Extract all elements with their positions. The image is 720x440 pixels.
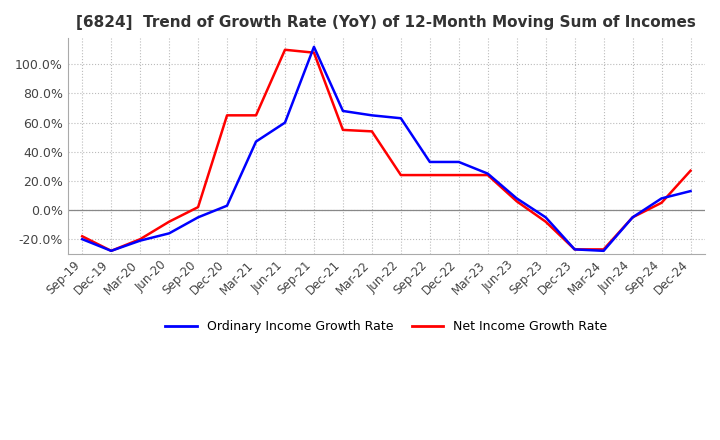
Net Income Growth Rate [426, 172, 434, 178]
Net Income Growth Rate [194, 205, 202, 210]
Net Income Growth Rate [78, 234, 86, 239]
Legend: Ordinary Income Growth Rate, Net Income Growth Rate: Ordinary Income Growth Rate, Net Income … [161, 315, 612, 338]
Ordinary Income Growth Rate [136, 238, 145, 243]
Net Income Growth Rate [338, 127, 347, 132]
Net Income Growth Rate [686, 168, 695, 173]
Ordinary Income Growth Rate [686, 188, 695, 194]
Net Income Growth Rate [252, 113, 261, 118]
Ordinary Income Growth Rate [165, 231, 174, 236]
Line: Ordinary Income Growth Rate: Ordinary Income Growth Rate [82, 47, 690, 251]
Ordinary Income Growth Rate [599, 248, 608, 253]
Net Income Growth Rate [541, 219, 550, 224]
Ordinary Income Growth Rate [541, 215, 550, 220]
Ordinary Income Growth Rate [368, 113, 377, 118]
Net Income Growth Rate [454, 172, 463, 178]
Ordinary Income Growth Rate [338, 108, 347, 114]
Ordinary Income Growth Rate [483, 171, 492, 176]
Ordinary Income Growth Rate [657, 196, 666, 201]
Net Income Growth Rate [281, 47, 289, 52]
Ordinary Income Growth Rate [310, 44, 318, 49]
Ordinary Income Growth Rate [281, 120, 289, 125]
Net Income Growth Rate [136, 237, 145, 242]
Net Income Growth Rate [629, 215, 637, 220]
Ordinary Income Growth Rate [454, 159, 463, 165]
Ordinary Income Growth Rate [194, 215, 202, 220]
Net Income Growth Rate [657, 200, 666, 205]
Line: Net Income Growth Rate: Net Income Growth Rate [82, 50, 690, 251]
Ordinary Income Growth Rate [513, 196, 521, 201]
Net Income Growth Rate [483, 172, 492, 178]
Net Income Growth Rate [513, 199, 521, 204]
Net Income Growth Rate [599, 247, 608, 252]
Net Income Growth Rate [397, 172, 405, 178]
Net Income Growth Rate [310, 50, 318, 55]
Ordinary Income Growth Rate [78, 237, 86, 242]
Net Income Growth Rate [222, 113, 231, 118]
Net Income Growth Rate [570, 247, 579, 252]
Title: [6824]  Trend of Growth Rate (YoY) of 12-Month Moving Sum of Incomes: [6824] Trend of Growth Rate (YoY) of 12-… [76, 15, 696, 30]
Ordinary Income Growth Rate [426, 159, 434, 165]
Ordinary Income Growth Rate [629, 215, 637, 220]
Ordinary Income Growth Rate [252, 139, 261, 144]
Net Income Growth Rate [165, 219, 174, 224]
Ordinary Income Growth Rate [570, 247, 579, 252]
Ordinary Income Growth Rate [397, 116, 405, 121]
Ordinary Income Growth Rate [222, 203, 231, 208]
Ordinary Income Growth Rate [107, 248, 115, 253]
Net Income Growth Rate [107, 248, 115, 253]
Net Income Growth Rate [368, 129, 377, 134]
